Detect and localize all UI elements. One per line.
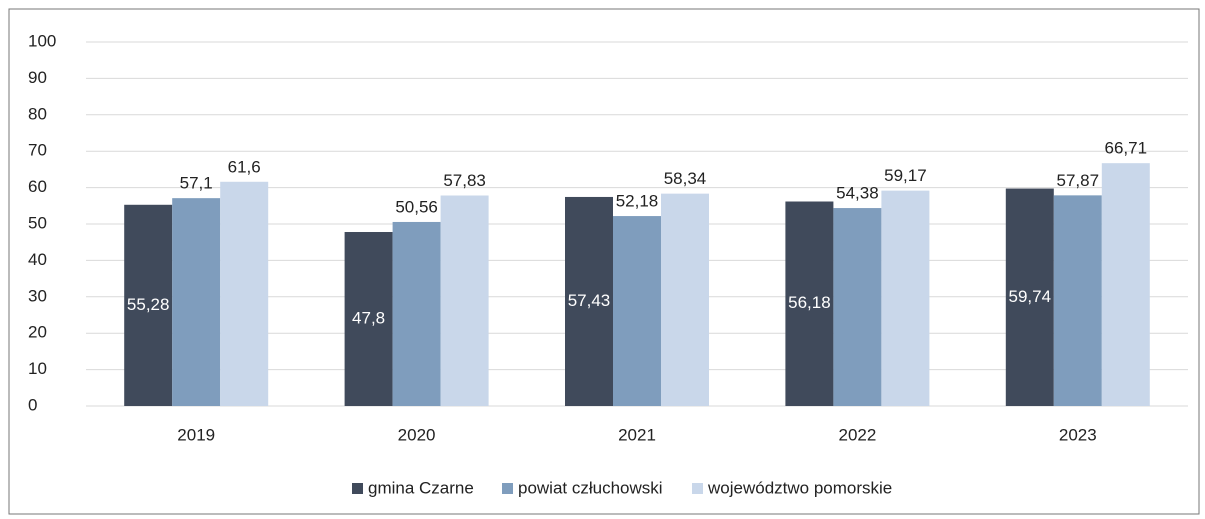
- y-tick-label: 70: [28, 141, 47, 160]
- data-label: 57,87: [1057, 171, 1100, 190]
- data-label: 56,18: [788, 293, 831, 312]
- y-tick-label: 10: [28, 359, 47, 378]
- bar: [1005, 188, 1054, 406]
- x-tick-label: 2021: [618, 425, 656, 444]
- data-label: 61,6: [228, 157, 261, 176]
- data-label: 57,43: [568, 291, 611, 310]
- y-tick-label: 50: [28, 213, 47, 232]
- data-label: 57,83: [443, 171, 486, 190]
- data-label: 54,38: [836, 184, 879, 203]
- data-label: 50,56: [395, 197, 438, 216]
- bar: [172, 198, 221, 406]
- legend-swatch: [502, 483, 513, 494]
- bar: [1053, 195, 1102, 406]
- x-tick-label: 2020: [398, 425, 436, 444]
- data-label: 58,34: [664, 169, 707, 188]
- legend-swatch: [692, 483, 703, 494]
- bar: [440, 195, 489, 406]
- y-tick-label: 40: [28, 250, 47, 269]
- data-label: 52,18: [616, 192, 659, 211]
- bar: [220, 181, 269, 406]
- bar: [392, 221, 441, 406]
- legend-label: gmina Czarne: [368, 478, 474, 497]
- bar: [124, 204, 173, 406]
- y-tick-label: 80: [28, 104, 47, 123]
- y-tick-label: 20: [28, 323, 47, 342]
- y-tick-label: 90: [28, 68, 47, 87]
- bar: [881, 190, 930, 406]
- data-label: 66,71: [1105, 139, 1148, 158]
- x-tick-label: 2023: [1059, 425, 1097, 444]
- bar: [661, 193, 709, 406]
- bar: [613, 216, 661, 406]
- y-tick-label: 0: [28, 395, 37, 414]
- y-tick-label: 60: [28, 177, 47, 196]
- data-label: 59,17: [884, 166, 927, 185]
- bar: [833, 208, 882, 406]
- x-tick-label: 2019: [177, 425, 215, 444]
- legend-label: województwo pomorskie: [707, 478, 892, 497]
- y-tick-label: 30: [28, 286, 47, 305]
- bar: [344, 232, 393, 406]
- x-tick-label: 2022: [838, 425, 876, 444]
- data-label: 55,28: [127, 295, 170, 314]
- bar: [785, 201, 834, 406]
- data-label: 47,8: [352, 308, 385, 327]
- y-tick-label: 100: [28, 31, 56, 50]
- legend-swatch: [352, 483, 363, 494]
- data-label: 57,1: [180, 174, 213, 193]
- bar: [565, 196, 613, 406]
- data-label: 59,74: [1009, 287, 1052, 306]
- legend-label: powiat człuchowski: [518, 478, 663, 497]
- bar: [1101, 163, 1150, 406]
